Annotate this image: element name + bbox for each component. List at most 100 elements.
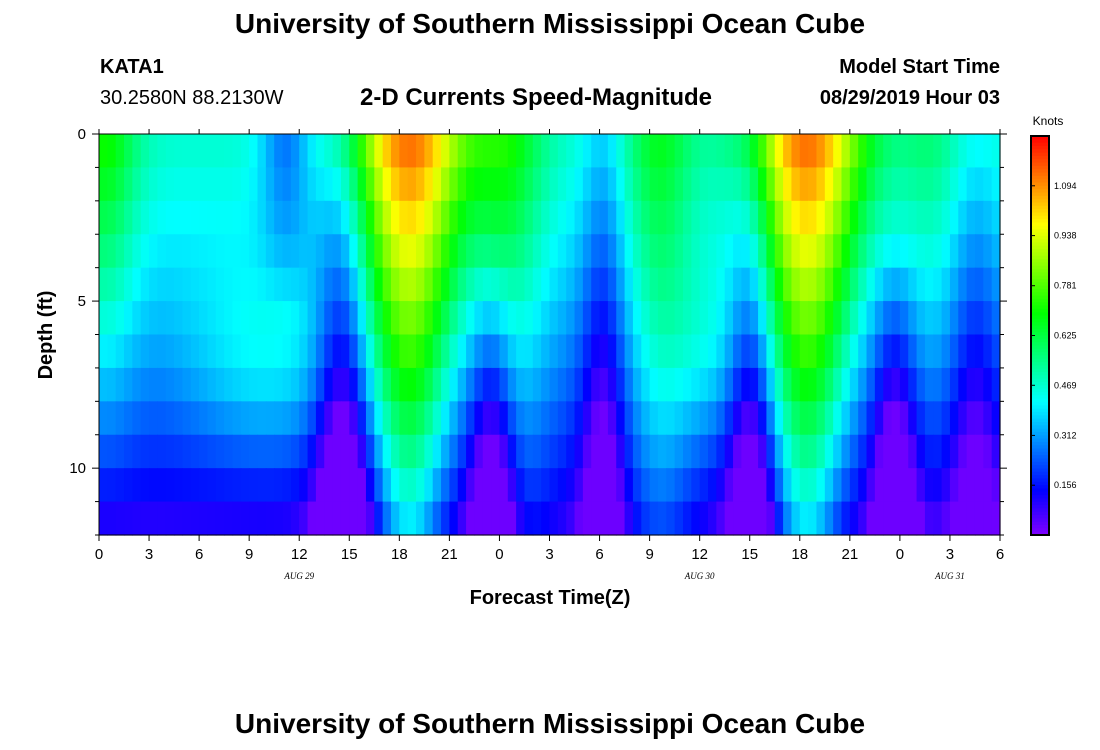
heatmap-cell bbox=[224, 468, 234, 503]
heatmap-cell bbox=[115, 301, 125, 336]
heatmap-cell bbox=[549, 501, 559, 536]
heatmap-cell bbox=[441, 167, 450, 202]
heatmap-cell bbox=[632, 401, 642, 436]
heatmap-cell bbox=[933, 367, 943, 402]
heatmap-cell bbox=[858, 434, 868, 469]
heatmap-cell bbox=[833, 334, 843, 369]
heatmap-cell bbox=[824, 334, 834, 369]
heatmap-cell bbox=[766, 401, 776, 436]
x-tick-label: 9 bbox=[645, 546, 653, 563]
heatmap-cell bbox=[724, 200, 734, 235]
heatmap-cell bbox=[774, 367, 784, 402]
heatmap-cell bbox=[507, 367, 517, 402]
heatmap-cell bbox=[274, 234, 284, 269]
heatmap-cell bbox=[491, 501, 501, 536]
heatmap-cell bbox=[174, 334, 184, 369]
heatmap-cell bbox=[257, 301, 267, 336]
heatmap-cell bbox=[949, 167, 959, 202]
colorbar-swatch bbox=[1031, 421, 1049, 426]
heatmap-cell bbox=[324, 501, 334, 536]
colorbar-swatch bbox=[1031, 455, 1049, 460]
colorbar-swatch bbox=[1031, 515, 1049, 519]
x-tick-label: 3 bbox=[145, 546, 153, 563]
heatmap-cell bbox=[966, 267, 976, 302]
heatmap-cell bbox=[941, 200, 951, 235]
heatmap-cell bbox=[791, 200, 801, 235]
heatmap-cell bbox=[516, 334, 526, 369]
heatmap-cell bbox=[816, 401, 826, 436]
heatmap-cell bbox=[858, 167, 868, 202]
heatmap-cell bbox=[232, 167, 242, 202]
heatmap-cell bbox=[140, 401, 150, 436]
heatmap-cell bbox=[924, 401, 934, 436]
heatmap-cell bbox=[632, 200, 642, 235]
heatmap-cell bbox=[207, 301, 217, 336]
heatmap-cell bbox=[916, 267, 926, 302]
heatmap-cell bbox=[741, 267, 751, 302]
heatmap-cell bbox=[357, 367, 367, 402]
colorbar-swatch bbox=[1031, 302, 1049, 307]
station-id: KATA1 bbox=[100, 56, 164, 78]
heatmap-cell bbox=[457, 468, 467, 503]
colorbar-swatch bbox=[1031, 179, 1049, 184]
heatmap-cell bbox=[149, 434, 158, 469]
heatmap-cell bbox=[908, 401, 918, 436]
heatmap-cell bbox=[733, 167, 742, 202]
heatmap-cell bbox=[432, 267, 442, 302]
heatmap-cell bbox=[99, 468, 108, 503]
heatmap-cell bbox=[632, 501, 642, 536]
heatmap-cell bbox=[649, 468, 659, 503]
heatmap-cell bbox=[315, 401, 325, 436]
heatmap-cell bbox=[224, 434, 234, 469]
x-tick-label: 0 bbox=[495, 546, 503, 563]
heatmap-cell bbox=[749, 468, 759, 503]
colorbar-swatch bbox=[1031, 225, 1049, 230]
colorbar-tick-label: 0.312 bbox=[1054, 430, 1077, 440]
heatmap-cell bbox=[232, 501, 242, 536]
heatmap-cell bbox=[883, 468, 893, 503]
heatmap-cell bbox=[858, 501, 868, 536]
heatmap-cell bbox=[466, 468, 476, 503]
heatmap-cell bbox=[891, 334, 901, 369]
heatmap-cell bbox=[224, 401, 234, 436]
heatmap-cell bbox=[107, 501, 117, 536]
heatmap-cell bbox=[199, 200, 209, 235]
heatmap-cell bbox=[799, 167, 809, 202]
colorbar-swatch bbox=[1031, 418, 1049, 423]
heatmap-cell bbox=[632, 234, 642, 269]
heatmap-cell bbox=[332, 501, 342, 536]
heatmap-cell bbox=[149, 501, 158, 536]
heatmap-cell bbox=[257, 134, 267, 169]
heatmap-cell bbox=[883, 301, 893, 336]
heatmap-cell bbox=[491, 134, 501, 169]
heatmap-cell bbox=[349, 434, 359, 469]
heatmap-cell bbox=[390, 234, 400, 269]
heatmap-cell bbox=[699, 200, 709, 235]
heatmap-cell bbox=[766, 200, 776, 235]
x-tick-label: 18 bbox=[391, 546, 408, 563]
heatmap-cell bbox=[958, 468, 968, 503]
heatmap-cell bbox=[708, 200, 717, 235]
heatmap-cell bbox=[849, 468, 859, 503]
heatmap-cell bbox=[682, 401, 692, 436]
heatmap-cell bbox=[783, 334, 793, 369]
heatmap-cell bbox=[491, 401, 501, 436]
heatmap-cell bbox=[507, 434, 517, 469]
heatmap-cell bbox=[374, 434, 384, 469]
heatmap-cell bbox=[674, 134, 684, 169]
heatmap-cell bbox=[699, 167, 709, 202]
heatmap-cell bbox=[165, 267, 175, 302]
heatmap-cell bbox=[516, 167, 526, 202]
heatmap-cell bbox=[274, 501, 284, 536]
heatmap-cell bbox=[791, 468, 801, 503]
heatmap-cell bbox=[632, 367, 642, 402]
heatmap-cell bbox=[182, 167, 192, 202]
colorbar-swatch bbox=[1031, 312, 1049, 317]
heatmap-cell bbox=[949, 434, 959, 469]
heatmap-cell bbox=[357, 200, 367, 235]
heatmap-cell bbox=[924, 200, 934, 235]
heatmap-cell bbox=[290, 134, 300, 169]
heatmap-cell bbox=[474, 468, 484, 503]
heatmap-cell bbox=[699, 234, 709, 269]
heatmap-cell bbox=[507, 267, 517, 302]
